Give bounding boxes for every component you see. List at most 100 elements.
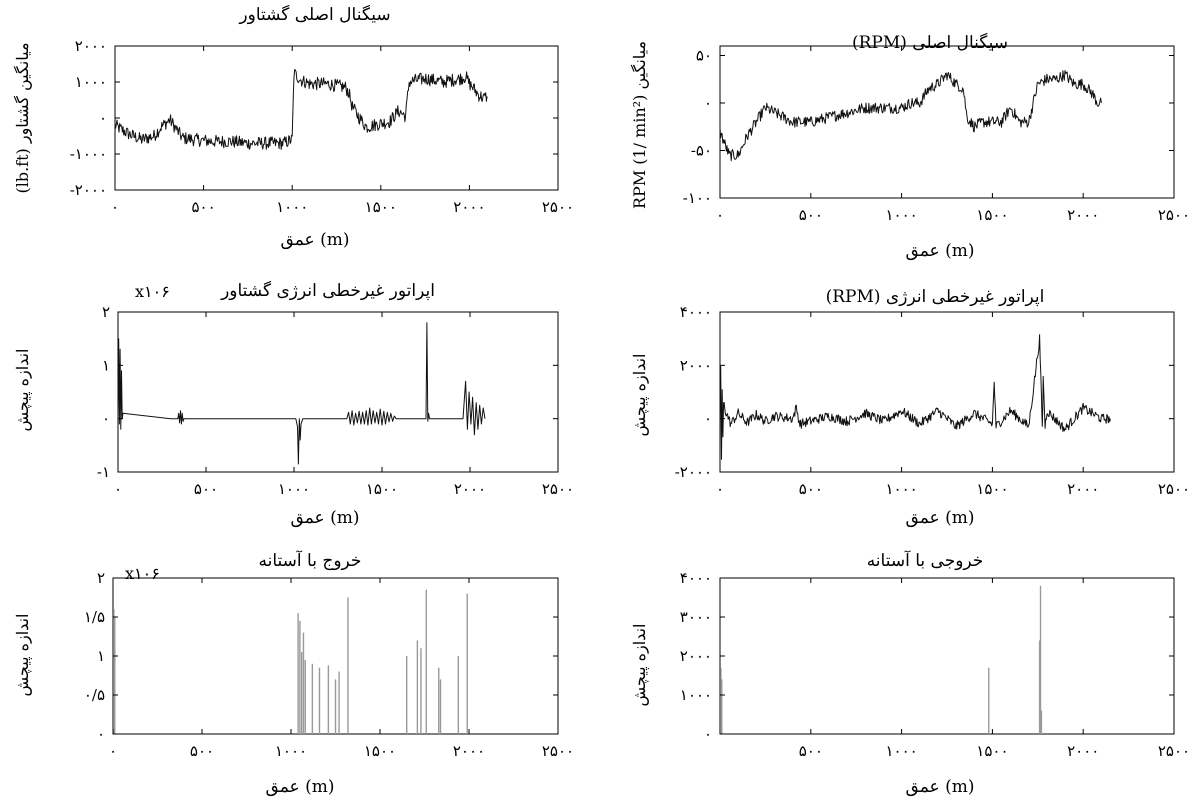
y-tick-label: ۳۰۰۰ xyxy=(680,608,712,626)
x-tick-label: ۲۵۰۰ xyxy=(542,198,574,216)
x-axis-ticks: ۰ ۵۰۰ ۱۰۰۰ ۱۵۰۰ ۲۰۰۰ ۲۵۰۰ xyxy=(114,312,574,498)
y-axis-label: اندازه پیچش xyxy=(630,354,649,437)
panel-title: خروج با آستانه xyxy=(259,549,362,571)
x-tick-label: ۱۰۰۰ xyxy=(885,742,917,760)
x-tick-label: ۱۵۰۰ xyxy=(976,742,1008,760)
x-tick-label: ۰ xyxy=(716,206,724,224)
y-tick-label: ۴۰۰۰ xyxy=(680,569,712,587)
y-axis-label: اندازه پیچش xyxy=(630,624,649,707)
x-tick-label: ۰ xyxy=(109,742,117,760)
y-axis-ticks: ۴۰۰۰ ۳۰۰۰ ۲۰۰۰ ۱۰۰۰ ۰ xyxy=(680,569,1174,743)
y-tick-label: -۲۰۰۰ xyxy=(70,181,107,199)
panel-torque-teo: اپراتور غیرخطی انرژی گشتاور x۱۰۶ ۲۱۰-۱ ۰… xyxy=(13,280,574,528)
panel-title: سیگنال اصلی گشتاور xyxy=(238,4,390,25)
x-axis-label: (m) عمق xyxy=(906,508,975,528)
x-tick-label: ۱۵۰۰ xyxy=(976,206,1008,224)
y-axis-label: میانگین گشتاور (lb.ft) xyxy=(13,42,32,193)
signal-line xyxy=(719,334,1111,460)
y-tick-label: ۰ xyxy=(704,94,712,112)
panel-title: سیگنال اصلی (RPM) xyxy=(852,32,1008,53)
x-tick-label: ۱۵۰۰ xyxy=(976,480,1008,498)
y-tick-label: ۴۰۰۰ xyxy=(680,303,712,321)
y-tick-label: -۱۰۰ xyxy=(683,189,712,207)
y-tick-label: ۰ xyxy=(99,109,107,127)
plot-area xyxy=(719,334,1111,460)
y-tick-label: ۰ xyxy=(704,725,712,743)
x-tick-label: ۱۰۰۰ xyxy=(885,480,917,498)
x-tick-label: ۱۰۰۰ xyxy=(885,206,917,224)
x-axis-ticks: ۵۰۰ ۱۰۰۰ ۱۵۰۰ ۲۰۰۰ ۲۵۰۰ xyxy=(799,578,1190,760)
x-tick-label: ۵۰۰ xyxy=(799,742,823,760)
y-tick-label: ۲۰۰۰ xyxy=(75,37,107,55)
panel-title: اپراتور غیرخطی انرژی (RPM) xyxy=(826,287,1045,307)
y-tick-label: ۱ xyxy=(102,356,110,374)
x-axis-label: (m) عمق xyxy=(266,777,335,797)
y-axis-label: اندازه پیچش xyxy=(13,349,32,432)
y-axis-ticks: ۲ ۱/۵ ۱ ۰/۵ ۰ xyxy=(84,569,558,743)
x-tick-label: ۱۵۰۰ xyxy=(366,480,398,498)
x-tick-label: ۲۰۰۰ xyxy=(453,198,485,216)
x-tick-label: ۲۵۰۰ xyxy=(542,742,574,760)
plot-frame xyxy=(719,45,1175,199)
signal-line xyxy=(114,68,488,150)
y-tick-label: ۲۰۰۰ xyxy=(680,647,712,665)
y-axis-label: میانگین RPM (1/ min²) xyxy=(630,41,649,209)
multiplier-label: x۱۰۶ xyxy=(125,564,160,583)
y-tick-label: ۰ xyxy=(102,410,110,428)
plot-area xyxy=(719,70,1102,162)
y-axis-ticks: ۲۰۰۰ ۱۰۰۰ ۰ -۱۰۰۰ -۲۰۰۰ xyxy=(70,37,558,199)
x-axis-label: (m) عمق xyxy=(906,241,975,261)
x-axis-label: (m) عمق xyxy=(906,777,975,797)
y-axis-ticks: ۲ ۱ ۰ -۱ xyxy=(97,303,558,481)
y-axis-label: اندازه پیچش xyxy=(13,614,32,697)
x-axis-label: (m) عمق xyxy=(291,508,360,528)
y-tick-label: ۱۰۰۰ xyxy=(680,686,712,704)
signal-line xyxy=(719,70,1102,162)
x-axis-ticks: ۰ ۵۰۰ ۱۰۰۰ ۱۵۰۰ ۲۰۰۰ ۲۵۰۰ xyxy=(109,578,574,760)
panel-rpm-original: سیگنال اصلی (RPM) ۵۰ ۰ -۵۰ -۱۰۰ ۰ ۵۰ ۰ ۱۰۰۰ ۱۵۰… xyxy=(630,32,1190,261)
x-axis-label: (m) عمق xyxy=(281,230,350,250)
x-tick-label: ۰ xyxy=(111,198,119,216)
x-tick-label: ۵۰۰ xyxy=(799,480,823,498)
multiplier-label: x۱۰۶ xyxy=(135,282,170,301)
plot-area xyxy=(117,322,486,465)
x-tick-label: ۱۰۰۰ xyxy=(278,480,310,498)
y-tick-label: ۱ xyxy=(97,647,105,665)
x-tick-label: ۰ xyxy=(114,480,122,498)
x-tick-label: ۱۰۰۰ xyxy=(275,742,307,760)
x-tick-label: ۱۰۰۰ xyxy=(276,198,308,216)
x-tick-label: ۰ xyxy=(716,480,724,498)
x-axis-ticks: ۰ ۵۰۰ ۱۰۰۰ ۱۵۰۰ ۲۰۰۰ ۲۵۰۰ xyxy=(716,312,1190,498)
x-tick-label: ۲۰۰۰ xyxy=(454,480,486,498)
y-tick-label: -۲۰۰۰ xyxy=(675,463,712,481)
x-axis-ticks: ۰ ۵۰۰ ۱۰۰۰ ۱۵۰۰ ۲۰۰۰ ۲۵۰۰ xyxy=(716,46,1190,224)
x-tick-label: ۲۰۰۰ xyxy=(1067,742,1099,760)
panel-rpm-teo: اپراتور غیرخطی انرژی (RPM) ۴۰۰۰۲۰۰۰۰-۲۰۰… xyxy=(630,287,1190,528)
x-tick-label: ۵۰۰ xyxy=(192,198,216,216)
x-tick-label: ۵۰۰ xyxy=(190,742,214,760)
y-tick-label: ۲ xyxy=(97,569,105,587)
y-tick-label: ۰ xyxy=(97,725,105,743)
x-tick-label: ۵۰۰ xyxy=(194,480,218,498)
plot-area xyxy=(113,589,468,734)
y-tick-label: ۵۰ xyxy=(696,47,712,65)
y-tick-label: ۰ xyxy=(704,410,712,428)
x-tick-label: ۲۵۰۰ xyxy=(542,480,574,498)
y-tick-label: -۵۰ xyxy=(691,142,712,160)
y-tick-label: -۱۰۰۰ xyxy=(70,145,107,163)
y-tick-label: ۰/۵ xyxy=(84,686,105,704)
x-tick-label: ۱۵۰۰ xyxy=(364,742,396,760)
panel-torque-original: سیگنال اصلی گشتاور ۲۰۰۰ ۱۰۰۰ ۰ -۱۰۰۰ -۲۰۰۰ ۰… xyxy=(13,4,574,250)
x-tick-label: ۲۰۰۰ xyxy=(1067,206,1099,224)
y-axis-ticks: ۴۰۰۰ ۲۰۰۰ ۰ -۲۰۰۰ xyxy=(675,303,1174,481)
y-axis-ticks: ۵۰ ۰ -۵۰ -۱۰۰ xyxy=(683,47,1174,207)
panel-torque-threshold: خروج با آستانه x۱۰۶ ۲ ۱/۵ ۱ ۰/۵ ۰ ۰ ۵۰۰ ۱۰۰۰ ۱۵… xyxy=(13,549,574,797)
panel-title: خروجی با آستانه xyxy=(867,549,984,571)
plot-area xyxy=(114,68,488,150)
plot-frame xyxy=(114,45,559,191)
plot-frame xyxy=(117,311,559,473)
panel-title: اپراتور غیرخطی انرژی گشتاور xyxy=(220,280,435,301)
y-tick-label: ۲ xyxy=(102,303,110,321)
x-tick-label: ۲۵۰۰ xyxy=(1158,742,1190,760)
